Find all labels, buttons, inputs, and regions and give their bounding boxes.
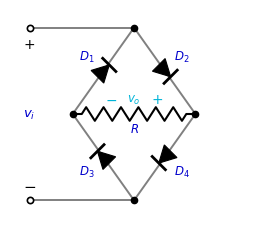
- Text: $D_3$: $D_3$: [78, 165, 94, 180]
- Polygon shape: [91, 66, 109, 84]
- Text: $+$: $+$: [24, 37, 35, 51]
- Polygon shape: [153, 59, 171, 77]
- Text: $-$: $-$: [23, 177, 36, 192]
- Text: $D_2$: $D_2$: [174, 49, 190, 64]
- Text: $R$: $R$: [130, 123, 139, 136]
- Polygon shape: [97, 152, 116, 170]
- Text: $+$: $+$: [151, 93, 163, 107]
- Text: $v_o$: $v_o$: [127, 93, 141, 106]
- Polygon shape: [159, 145, 177, 163]
- Text: $D_4$: $D_4$: [174, 165, 190, 180]
- Text: $D_1$: $D_1$: [78, 49, 94, 64]
- Text: $-$: $-$: [105, 93, 117, 107]
- Text: $v_i$: $v_i$: [23, 108, 36, 121]
